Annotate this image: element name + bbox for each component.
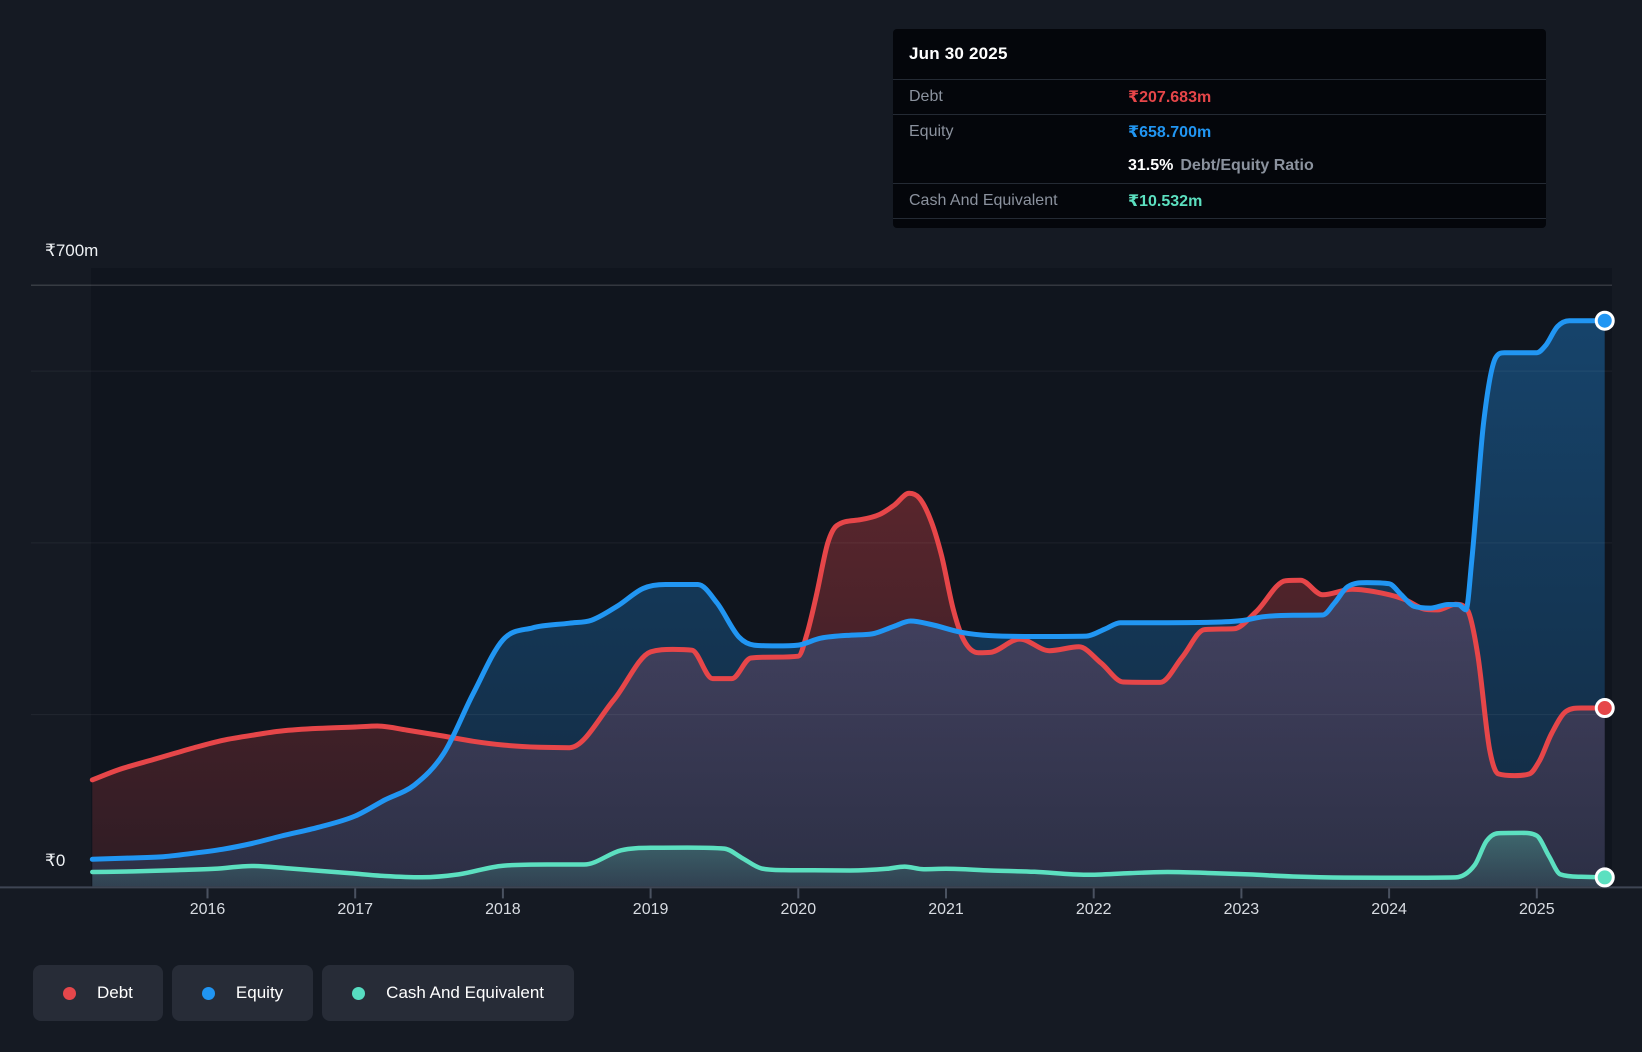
tooltip-ratio-label: Debt/Equity Ratio <box>1180 157 1314 174</box>
tooltip-equity-label: Equity <box>909 123 954 140</box>
debt-end-marker[interactable] <box>1594 698 1615 719</box>
tooltip-divider <box>893 79 1546 80</box>
x-axis-year-label: 2025 <box>1519 901 1555 918</box>
tooltip-divider <box>893 218 1546 219</box>
y-axis-zero-label: ₹0 <box>45 851 66 870</box>
x-axis-year-label: 2022 <box>1075 901 1112 918</box>
equity-series-dot-icon <box>201 986 215 1000</box>
equity-end-marker[interactable] <box>1594 310 1615 331</box>
tooltip-row-debt: Debt ₹207.683m <box>893 80 1546 114</box>
x-axis-year-label: 2017 <box>337 901 373 918</box>
cash-and-equivalent-line <box>90 830 1607 881</box>
cash-and-equivalent-end-marker[interactable] <box>1594 867 1615 888</box>
tooltip-divider <box>893 114 1546 115</box>
cash-series-dot-icon <box>352 986 366 1000</box>
legend-equity-label: Equity <box>235 983 284 1002</box>
x-axis-year-label: 2023 <box>1223 901 1260 918</box>
legend-debt-label: Debt <box>97 983 133 1002</box>
gridlines <box>31 284 1612 716</box>
tooltip-row-ratio: 31.5% Debt/Equity Ratio <box>893 149 1546 183</box>
tooltip-divider <box>893 183 1546 184</box>
legend-chip-cash[interactable]: Cash And Equivalent <box>322 965 575 1021</box>
tooltip-equity-value: ₹658.700m <box>1128 124 1212 141</box>
tooltip-row-equity: Equity ₹658.700m <box>893 115 1546 149</box>
x-axis-year-label: 2019 <box>632 901 669 918</box>
x-axis-year-label: 2021 <box>928 901 964 918</box>
legend-cash-label: Cash And Equivalent <box>386 983 545 1002</box>
tooltip-cash-value: ₹10.532m <box>1128 193 1203 210</box>
debt-series-dot-icon <box>63 986 76 1000</box>
tooltip-debt-value: ₹207.683m <box>1128 89 1212 106</box>
x-axis-year-label: 2020 <box>780 901 817 918</box>
chart-tooltip: Jun 30 2025 Debt ₹207.683m Equity ₹658.7… <box>893 29 1546 228</box>
tooltip-debt-label: Debt <box>909 88 943 105</box>
tooltip-row-cash: Cash And Equivalent ₹10.532m <box>893 184 1546 218</box>
legend-chip-debt[interactable]: Debt <box>33 965 163 1021</box>
tooltip-cash-label: Cash And Equivalent <box>909 192 1058 209</box>
y-axis-max-label: ₹700m <box>45 241 99 260</box>
x-axis-ticks <box>206 888 1538 899</box>
tooltip-ratio-value: 31.5% Debt/Equity Ratio <box>1128 157 1314 174</box>
tooltip-date: Jun 30 2025 <box>909 44 1008 63</box>
x-axis-year-label: 2016 <box>189 901 226 918</box>
x-axis-year-label: 2024 <box>1371 901 1407 918</box>
legend-chip-equity[interactable]: Equity <box>171 965 314 1021</box>
equity-line <box>89 318 1608 862</box>
chart-legend: Debt Equity Cash And Equivalent <box>33 965 575 1021</box>
equity-area <box>92 320 1605 887</box>
x-axis-year-label: 2018 <box>485 901 521 918</box>
